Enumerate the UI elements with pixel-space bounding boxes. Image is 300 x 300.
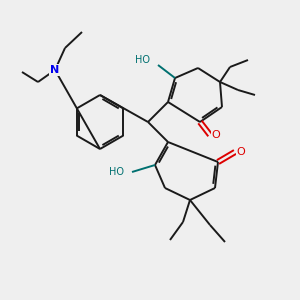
Text: O: O	[212, 130, 220, 140]
Text: HO: HO	[109, 167, 124, 177]
Text: O: O	[237, 147, 245, 157]
Text: N: N	[50, 65, 60, 75]
Text: HO: HO	[135, 55, 150, 65]
